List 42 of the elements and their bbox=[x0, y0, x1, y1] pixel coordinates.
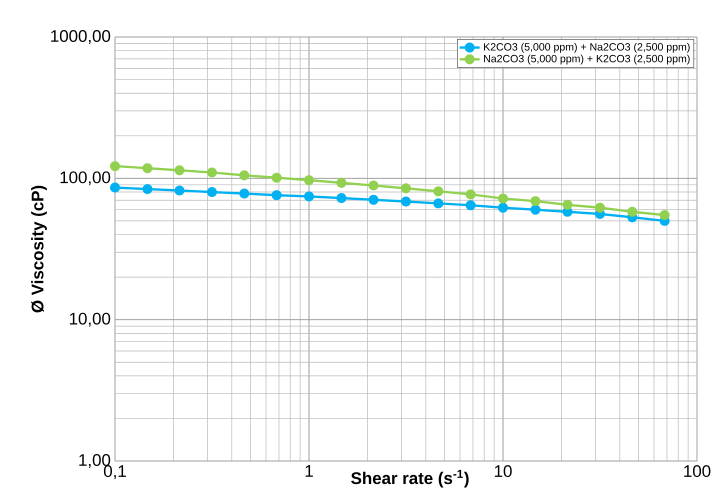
point bbox=[368, 194, 379, 205]
point bbox=[272, 190, 282, 200]
legend-label: Na2CO3 (5,000 ppm) + K2CO3 (2,500 ppm) bbox=[484, 54, 690, 64]
y-tick-label: 1000,00 bbox=[51, 30, 110, 44]
point bbox=[466, 200, 476, 210]
point bbox=[498, 202, 508, 213]
point bbox=[174, 185, 185, 196]
y-axis-title: Ø Viscosity (cP) bbox=[31, 186, 47, 312]
x-tick-label: 100 bbox=[684, 465, 710, 478]
point bbox=[174, 165, 185, 176]
x-tick-label: 10 bbox=[494, 465, 512, 478]
point bbox=[239, 188, 250, 199]
point bbox=[272, 172, 282, 183]
point bbox=[433, 198, 444, 208]
point bbox=[206, 167, 217, 178]
point bbox=[110, 161, 120, 172]
y-tick-label: 100,00 bbox=[60, 171, 110, 186]
point bbox=[594, 202, 605, 213]
point bbox=[206, 186, 217, 198]
y-tick-label: 10,00 bbox=[70, 312, 110, 327]
point bbox=[627, 206, 638, 217]
point bbox=[660, 210, 670, 220]
point bbox=[433, 186, 444, 196]
point bbox=[368, 180, 379, 191]
point bbox=[239, 170, 250, 180]
legend-label: K2CO3 (5,000 ppm) + Na2CO3 (2,500 ppm) bbox=[484, 42, 690, 53]
point bbox=[400, 183, 411, 194]
point bbox=[142, 184, 152, 194]
point bbox=[336, 178, 346, 188]
point bbox=[400, 196, 411, 207]
point bbox=[304, 175, 314, 186]
x-axis-title: Shear rate (s$^{-1}$) bbox=[351, 470, 469, 488]
point bbox=[304, 191, 314, 202]
point bbox=[110, 182, 120, 193]
x-tick-label: 1 bbox=[306, 465, 313, 477]
point bbox=[530, 196, 541, 206]
point bbox=[336, 193, 346, 204]
point bbox=[142, 163, 152, 174]
point bbox=[562, 200, 573, 210]
point bbox=[498, 193, 508, 204]
point bbox=[466, 189, 476, 200]
point bbox=[530, 204, 541, 215]
